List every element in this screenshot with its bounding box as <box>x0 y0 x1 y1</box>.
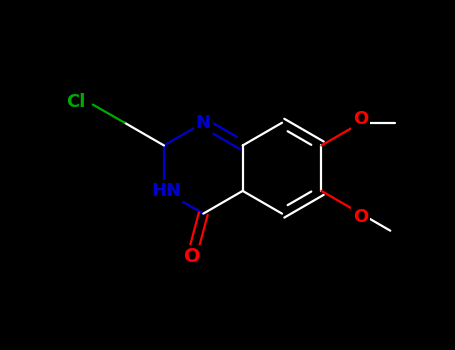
Text: O: O <box>353 208 369 226</box>
Text: O: O <box>353 110 369 128</box>
Text: O: O <box>184 247 201 266</box>
Text: N: N <box>196 114 211 132</box>
Text: Cl: Cl <box>66 93 86 111</box>
Text: HN: HN <box>151 182 181 200</box>
